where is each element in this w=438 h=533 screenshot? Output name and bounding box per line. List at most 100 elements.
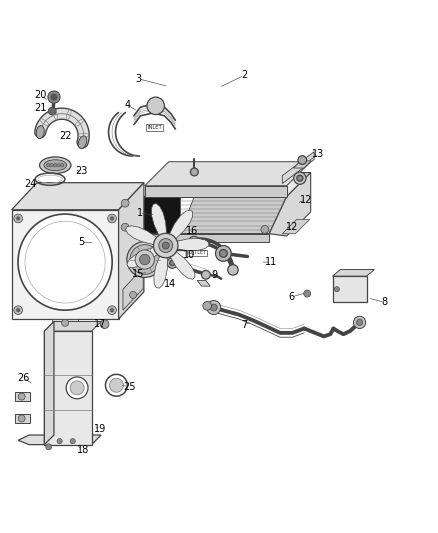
Text: 12: 12 (300, 195, 312, 205)
Polygon shape (166, 246, 195, 279)
Text: 13: 13 (312, 149, 325, 159)
Text: 12: 12 (286, 222, 299, 232)
Circle shape (228, 265, 238, 275)
Text: 25: 25 (123, 382, 136, 392)
Polygon shape (283, 152, 314, 183)
Polygon shape (145, 185, 287, 197)
Polygon shape (197, 280, 210, 286)
Polygon shape (123, 268, 143, 310)
Polygon shape (127, 246, 166, 268)
Circle shape (170, 261, 175, 265)
Circle shape (353, 316, 366, 328)
Text: 14: 14 (164, 279, 176, 289)
Circle shape (14, 306, 22, 314)
Circle shape (162, 242, 169, 249)
Text: 26: 26 (17, 373, 30, 383)
Circle shape (130, 292, 137, 298)
Polygon shape (127, 234, 269, 243)
Circle shape (46, 164, 50, 167)
Polygon shape (14, 392, 30, 401)
Polygon shape (18, 435, 101, 445)
Circle shape (153, 233, 178, 258)
Ellipse shape (44, 160, 67, 171)
Circle shape (18, 393, 25, 400)
Circle shape (297, 175, 303, 181)
Text: INLET: INLET (147, 125, 162, 130)
Text: 17: 17 (94, 319, 106, 329)
Polygon shape (127, 187, 176, 234)
Polygon shape (127, 197, 180, 234)
Text: 20: 20 (35, 91, 47, 100)
Circle shape (207, 301, 221, 314)
Circle shape (70, 439, 75, 444)
Circle shape (70, 381, 84, 395)
Polygon shape (180, 173, 287, 234)
Text: 2: 2 (241, 70, 247, 80)
Circle shape (110, 378, 124, 392)
Circle shape (215, 246, 231, 261)
Polygon shape (14, 414, 30, 423)
Text: 10: 10 (183, 250, 195, 260)
Circle shape (16, 309, 20, 312)
Ellipse shape (78, 136, 87, 149)
Polygon shape (119, 183, 144, 319)
Polygon shape (44, 331, 92, 445)
Text: 8: 8 (382, 297, 388, 308)
Polygon shape (120, 193, 131, 237)
Polygon shape (52, 319, 78, 327)
Polygon shape (154, 246, 167, 288)
Text: 21: 21 (35, 103, 47, 114)
Text: 15: 15 (132, 269, 145, 279)
Circle shape (121, 223, 129, 231)
Polygon shape (283, 220, 310, 234)
Polygon shape (152, 204, 166, 246)
Text: 23: 23 (75, 166, 88, 176)
Circle shape (46, 444, 52, 450)
Circle shape (334, 287, 339, 292)
Circle shape (189, 236, 199, 247)
Ellipse shape (36, 126, 44, 139)
Circle shape (210, 304, 217, 311)
Circle shape (140, 254, 150, 265)
Circle shape (108, 306, 117, 314)
Text: OUTLET: OUTLET (187, 251, 207, 255)
Ellipse shape (39, 157, 71, 174)
Circle shape (201, 270, 210, 279)
Text: 16: 16 (186, 226, 198, 236)
Text: 22: 22 (59, 131, 71, 141)
Circle shape (57, 439, 62, 444)
Circle shape (66, 377, 88, 399)
Circle shape (110, 309, 114, 312)
Circle shape (294, 172, 306, 184)
Circle shape (62, 319, 69, 326)
Circle shape (159, 239, 173, 253)
Polygon shape (44, 321, 54, 445)
Text: 18: 18 (77, 445, 89, 455)
Circle shape (108, 214, 117, 223)
Ellipse shape (18, 214, 112, 310)
Circle shape (48, 91, 60, 103)
Circle shape (53, 164, 57, 167)
Text: 4: 4 (124, 100, 131, 110)
Text: 3: 3 (135, 74, 141, 84)
Text: 1: 1 (137, 208, 143, 218)
Circle shape (121, 199, 129, 207)
Polygon shape (44, 321, 101, 331)
Circle shape (191, 168, 198, 176)
Polygon shape (332, 270, 374, 276)
Polygon shape (12, 210, 119, 319)
Circle shape (261, 225, 269, 233)
Circle shape (48, 107, 56, 115)
Circle shape (50, 164, 53, 167)
Circle shape (100, 320, 109, 328)
Text: 7: 7 (241, 320, 247, 330)
Circle shape (106, 374, 127, 396)
Circle shape (18, 415, 25, 422)
Circle shape (51, 94, 57, 100)
Polygon shape (269, 173, 311, 236)
Polygon shape (145, 173, 311, 197)
Text: 5: 5 (78, 238, 85, 247)
Circle shape (57, 164, 60, 167)
Circle shape (110, 217, 114, 220)
Polygon shape (293, 161, 311, 168)
